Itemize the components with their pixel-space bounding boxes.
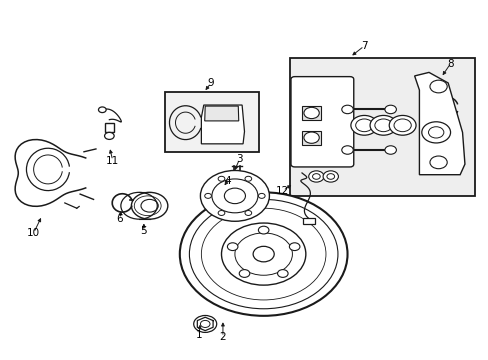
- Bar: [302, 131, 321, 145]
- Polygon shape: [201, 105, 244, 144]
- Polygon shape: [204, 106, 238, 121]
- Circle shape: [341, 105, 352, 114]
- Circle shape: [218, 211, 224, 215]
- Circle shape: [304, 107, 319, 118]
- Text: 11: 11: [106, 156, 119, 166]
- Circle shape: [193, 315, 216, 332]
- Circle shape: [98, 107, 106, 113]
- Text: 9: 9: [207, 78, 214, 88]
- Circle shape: [211, 179, 257, 213]
- Circle shape: [200, 171, 269, 221]
- Text: 10: 10: [27, 228, 40, 238]
- Circle shape: [369, 116, 396, 135]
- Bar: [289, 58, 473, 196]
- Text: 6: 6: [116, 214, 123, 224]
- Text: 8: 8: [447, 59, 453, 68]
- Circle shape: [239, 270, 249, 277]
- Circle shape: [258, 193, 264, 198]
- Circle shape: [350, 116, 377, 135]
- Text: 4: 4: [224, 176, 230, 186]
- Text: 12: 12: [276, 186, 289, 195]
- Circle shape: [258, 226, 268, 234]
- Circle shape: [429, 156, 447, 169]
- Circle shape: [289, 243, 299, 251]
- Circle shape: [218, 176, 224, 181]
- Circle shape: [180, 192, 347, 316]
- Circle shape: [384, 105, 396, 114]
- Bar: [302, 106, 321, 120]
- Bar: [296, 158, 307, 164]
- Bar: [105, 123, 113, 132]
- Circle shape: [323, 171, 338, 182]
- Circle shape: [304, 132, 319, 143]
- Text: 2: 2: [219, 332, 226, 342]
- Bar: [165, 92, 258, 152]
- Text: 3: 3: [236, 154, 243, 164]
- Circle shape: [308, 171, 324, 182]
- Polygon shape: [414, 72, 464, 175]
- FancyBboxPatch shape: [290, 77, 353, 167]
- Text: 7: 7: [360, 41, 367, 51]
- Circle shape: [104, 132, 114, 139]
- Circle shape: [244, 211, 251, 215]
- Circle shape: [341, 146, 352, 154]
- Text: 1: 1: [195, 330, 202, 340]
- Circle shape: [244, 176, 251, 181]
- Circle shape: [277, 270, 287, 277]
- Circle shape: [227, 243, 238, 251]
- Circle shape: [429, 80, 447, 93]
- Circle shape: [204, 193, 211, 198]
- Circle shape: [388, 116, 415, 135]
- Circle shape: [421, 122, 449, 143]
- Bar: [303, 218, 315, 224]
- Circle shape: [384, 146, 396, 154]
- Text: 5: 5: [140, 226, 147, 236]
